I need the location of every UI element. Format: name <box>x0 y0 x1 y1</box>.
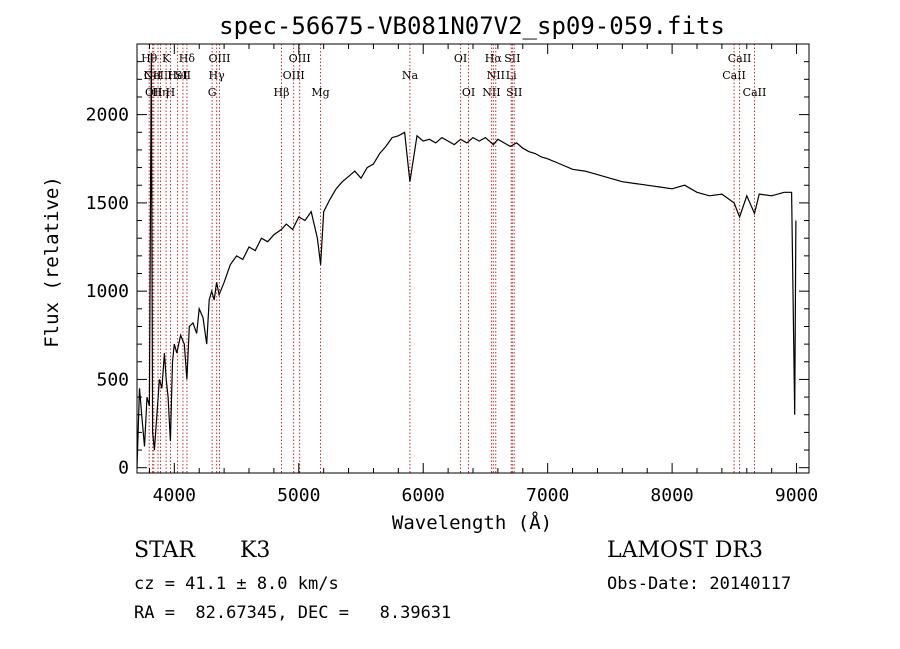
spectral-line-label-17: Na <box>402 69 419 82</box>
spectral-line-label-28: CaII <box>743 86 767 99</box>
spectral-line-label-5: K <box>162 52 171 65</box>
flux-series-line <box>136 52 797 468</box>
x-tick-label-9000: 9000 <box>775 485 818 506</box>
x-tick-label-7000: 7000 <box>526 485 569 506</box>
spectral-line-label-23: Li <box>506 69 517 82</box>
spectral-line-label-16: Mg <box>311 86 329 99</box>
y-tick-label-1000: 1000 <box>86 281 129 302</box>
x-axis-label: Wavelength (Å) <box>392 511 552 534</box>
spectral-line-label-11: Hγ <box>209 69 226 82</box>
ra-dec-coordinates: RA = 82.67345, DEC = 8.39631 <box>134 603 452 623</box>
spectral-line-label-25: SII <box>506 86 522 99</box>
spectral-line-label-6: H <box>166 86 176 99</box>
spectral-line-label-8: SII <box>175 69 191 82</box>
spectral-line-label-24: SII <box>504 52 520 65</box>
spectral-line-label-13: Hβ <box>274 86 290 99</box>
spectral-line-label-22: NII <box>487 69 505 82</box>
chart-title: spec-56675-VB081N07V2_sp09-059.fits <box>219 12 725 40</box>
redshift-cz: cz = 41.1 ± 8.0 km/s <box>134 574 339 594</box>
x-tick-label-4000: 4000 <box>153 485 196 506</box>
spectral-line-label-21: Hα <box>485 52 503 65</box>
spectral-line-label-4: Hη <box>152 86 168 99</box>
y-tick-label-500: 500 <box>96 369 129 390</box>
x-tick-label-6000: 6000 <box>402 485 445 506</box>
y-tick-label-2000: 2000 <box>86 105 129 126</box>
object-subclass: K3 <box>240 538 271 563</box>
plot-axes: 4000 5000 6000 7000 8000 9000 0 500 1000 1500 2000 <box>86 43 818 506</box>
spectral-line-label-18: OI <box>454 52 467 65</box>
spectral-line-label-1: OII <box>144 69 162 82</box>
x-tick-label-8000: 8000 <box>650 485 693 506</box>
spectral-line-label-0: Hθ <box>141 52 158 65</box>
y-tick-label-1500: 1500 <box>86 193 129 214</box>
spectral-line-label-15: OIII <box>289 52 311 65</box>
plot-frame <box>136 43 810 474</box>
object-class: STAR <box>134 538 195 563</box>
spectral-line-label-27: CaII <box>728 52 752 65</box>
spectral-line-label-10: G <box>208 86 217 99</box>
y-tick-label-0: 0 <box>118 458 129 479</box>
survey-name: LAMOST DR3 <box>607 538 763 563</box>
spectral-line-label-26: CaII <box>722 69 746 82</box>
spectral-line-label-14: OIII <box>283 69 305 82</box>
x-tick-label-5000: 5000 <box>277 485 320 506</box>
spectral-line-label-2: OII <box>145 86 163 99</box>
observation-date: Obs-Date: 20140117 <box>607 574 792 594</box>
spectral-line-label-20: NII <box>482 86 500 99</box>
spectral-line-label-12: OIII <box>208 52 230 65</box>
y-axis-label: Flux (relative) <box>41 176 63 348</box>
spectral-line-label-19: OI <box>462 86 475 99</box>
spectral-line-label-9: Hδ <box>179 52 196 65</box>
